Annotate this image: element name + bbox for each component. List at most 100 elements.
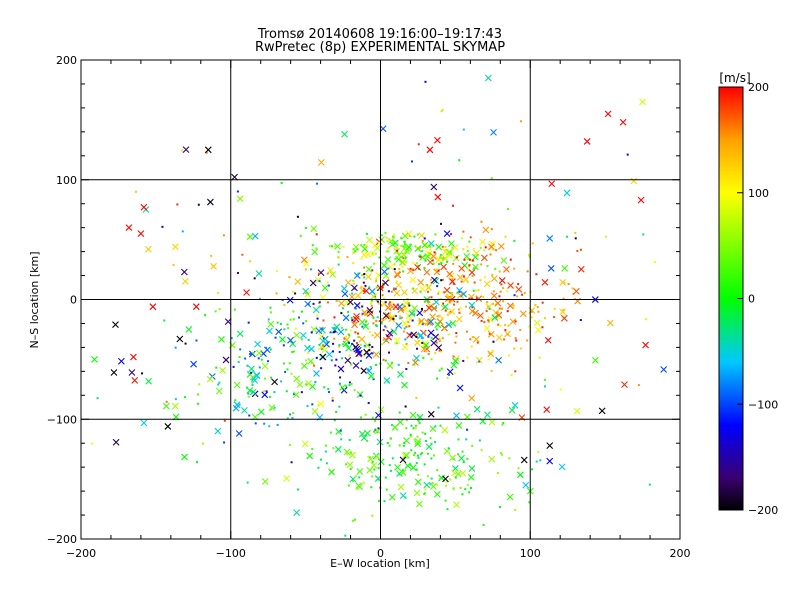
data-point-cross [451,469,458,477]
data-point-cross [414,339,421,347]
data-point-dot [384,325,387,328]
data-point-dot [318,280,321,283]
data-point-dot [516,295,519,298]
data-point-dot [398,411,401,414]
data-point-cross [353,302,361,309]
data-point-dot [184,342,187,345]
data-point-dot [429,437,432,440]
data-point-dot [371,514,374,517]
data-point-dot [384,301,387,304]
data-point-dot [423,267,426,270]
data-point-dot [363,313,366,316]
data-point-dot [321,326,324,329]
data-point-dot [530,468,533,471]
data-point-dot [450,233,453,236]
data-point-dot [425,250,428,253]
data-point-cross [294,278,302,286]
data-point-cross [319,353,327,361]
data-point-cross [343,448,351,456]
data-point-dot [344,328,347,331]
data-point-dot [424,432,427,435]
data-point-cross [444,295,452,303]
data-point-cross [401,343,409,351]
data-point-cross [477,312,484,320]
data-point-dot [380,321,383,324]
data-point-dot [642,233,645,236]
data-point-cross [224,318,232,325]
data-point-dot [436,377,439,380]
data-point-cross [382,272,390,280]
data-point-dot [358,476,361,479]
data-point-dot [427,452,430,455]
data-point-cross [546,457,554,465]
data-point-dot [444,309,447,312]
data-point-dot [372,322,375,325]
data-point-cross [420,345,428,353]
data-point-dot [334,245,337,248]
data-point-cross [358,318,366,326]
data-point-dot [320,348,323,351]
data-point-dot [574,237,577,240]
data-point-cross [405,230,413,238]
data-point-cross [343,336,351,344]
data-point-dot [353,518,356,521]
data-point-dot [364,324,367,327]
data-point-dot [324,450,327,453]
data-point-dot [452,282,455,285]
data-point-dot [282,362,285,365]
data-point-dot [369,365,372,368]
data-point-cross [442,475,449,483]
data-point-dot [455,256,458,259]
data-point-dot [299,234,302,237]
data-point-cross [261,362,269,370]
data-point-dot [332,447,335,450]
data-point-dot [352,279,355,282]
data-point-dot [458,311,461,314]
data-point-dot [347,484,350,487]
data-point-dot [165,400,168,403]
data-point-dot [423,237,426,240]
data-point-dot [356,248,359,251]
data-point-dot [458,290,461,293]
data-point-cross [416,332,424,340]
data-point-cross [515,286,523,293]
data-point-dot [469,236,472,239]
data-point-dot [340,312,343,315]
data-point-dot [321,328,324,331]
data-point-cross [414,263,422,271]
data-point-dot [163,319,166,322]
data-point-dot [363,245,366,248]
data-point-dot [318,305,321,308]
data-point-cross [516,471,524,479]
data-point-dot [451,293,454,296]
data-point-cross [266,327,273,335]
data-point-dot [287,327,290,330]
data-point-dot [514,370,517,373]
data-point-dot [437,292,440,295]
colorbar-tick-label: −200 [748,504,778,517]
data-point-cross [404,462,412,470]
y-tick-label: −100 [47,413,77,426]
data-point-cross [347,298,354,306]
data-point-dot [263,377,266,380]
data-point-cross [475,295,483,303]
data-point-cross [500,257,508,264]
data-point-dot [315,233,318,236]
data-point-dot [430,336,433,339]
data-point-dot [380,304,383,307]
data-point-dot [292,350,295,353]
data-point-dot [403,327,406,330]
data-point-cross [433,490,441,498]
data-point-dot [513,294,516,297]
data-point-dot [405,261,408,264]
data-point-dot [350,316,353,319]
data-point-dot [414,451,417,454]
data-point-cross [413,489,421,497]
data-point-cross [206,198,214,206]
data-point-dot [437,334,440,337]
data-point-dot [333,330,336,333]
data-point-dot [449,250,452,253]
data-point-dot [538,356,541,359]
data-point-cross [306,452,314,460]
data-point-dot [347,310,350,313]
